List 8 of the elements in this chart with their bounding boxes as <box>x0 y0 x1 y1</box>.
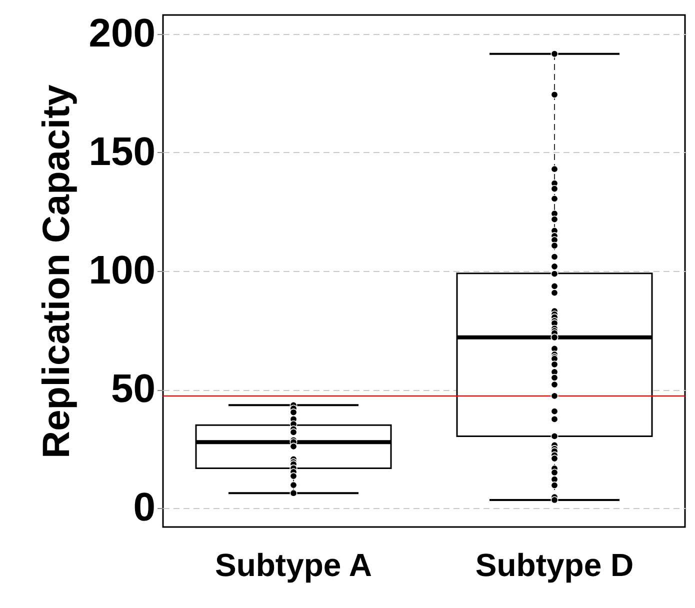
y-axis-title: Replication Capacity <box>36 84 78 458</box>
y-tick-label: 200 <box>88 11 156 56</box>
y-tick-label: 0 <box>133 486 156 530</box>
x-tick-label: Subtype A <box>214 547 372 583</box>
x-tick-label: Subtype D <box>475 547 634 583</box>
y-tick-label: 100 <box>88 248 156 292</box>
y-tick-label: 50 <box>111 367 156 412</box>
y-tick-label: 150 <box>88 130 156 174</box>
